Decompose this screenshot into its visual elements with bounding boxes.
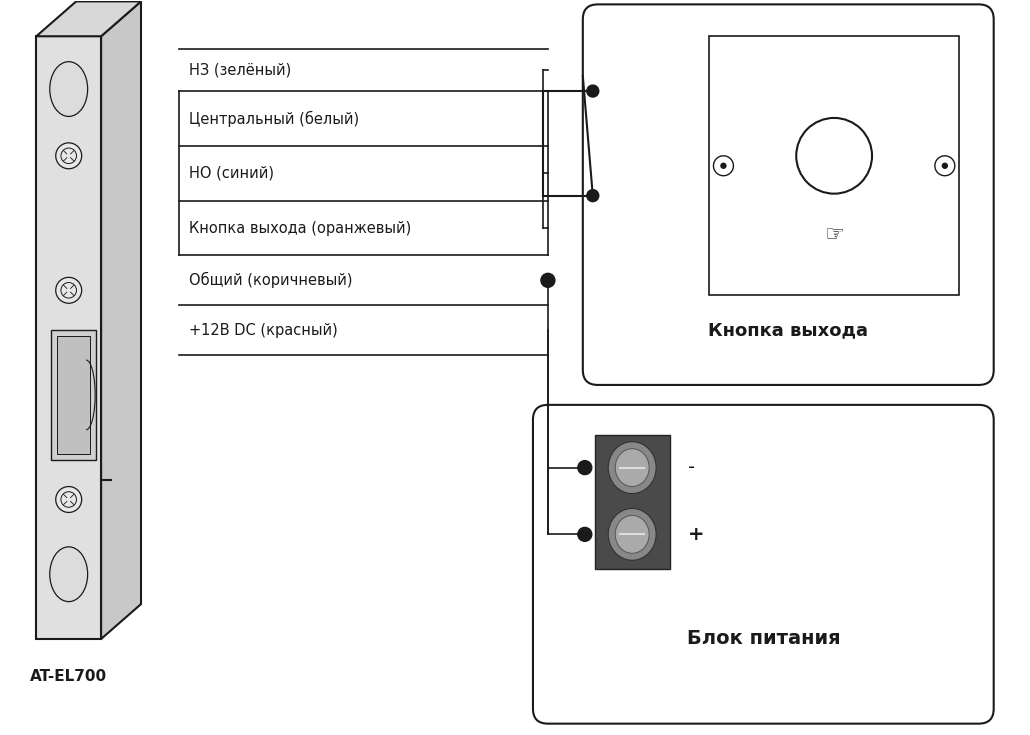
FancyBboxPatch shape [583,4,994,385]
Polygon shape [710,36,959,295]
Text: Кнопка выхода: Кнопка выхода [709,321,868,339]
Ellipse shape [49,547,88,602]
Text: НО (синий): НО (синий) [188,165,274,181]
Text: AT-EL700: AT-EL700 [30,669,107,684]
Ellipse shape [49,62,88,116]
Circle shape [56,487,81,512]
Circle shape [587,85,598,97]
Circle shape [578,528,592,542]
FancyBboxPatch shape [533,405,994,724]
Circle shape [56,143,81,169]
Text: НЗ (зелёный): НЗ (зелёный) [188,62,291,78]
Polygon shape [594,434,670,569]
Circle shape [721,163,726,168]
Text: +: + [688,525,705,544]
Text: Общий (коричневый): Общий (коричневый) [188,272,352,288]
Text: Центральный (белый): Центральный (белый) [188,110,359,126]
Ellipse shape [615,448,649,487]
Ellipse shape [609,509,656,560]
Polygon shape [58,336,91,453]
Circle shape [578,461,592,475]
Text: ☞: ☞ [824,226,845,245]
Text: -: - [688,458,694,477]
Text: Блок питания: Блок питания [687,629,840,648]
Polygon shape [52,330,96,459]
Text: +12В DC (красный): +12В DC (красный) [188,323,338,337]
Text: Кнопка выхода (оранжевый): Кнопка выхода (оранжевый) [188,220,411,235]
Polygon shape [36,1,141,36]
Ellipse shape [615,515,649,553]
Ellipse shape [609,442,656,493]
Circle shape [56,277,81,304]
Circle shape [587,190,598,201]
Circle shape [541,273,555,287]
Circle shape [942,163,948,168]
Polygon shape [101,1,141,639]
Polygon shape [36,36,101,639]
